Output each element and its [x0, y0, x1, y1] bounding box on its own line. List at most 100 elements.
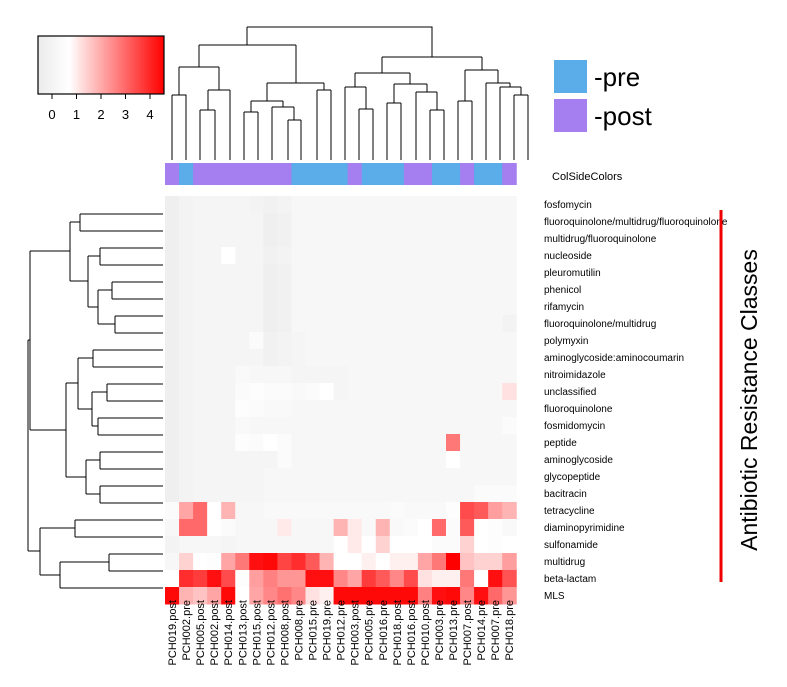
- heatmap-cell: [249, 315, 264, 333]
- heatmap-cell: [446, 315, 461, 333]
- row-label: beta-lactam: [544, 574, 596, 585]
- heatmap-cell: [403, 281, 419, 299]
- row-label: tetracycline: [544, 506, 595, 517]
- heatmap-cell: [193, 332, 208, 350]
- colside-label: ColSideColors: [552, 171, 623, 183]
- heatmap-cell: [389, 298, 405, 316]
- column-label: PCH007.post: [462, 600, 474, 665]
- heatmap-cell: [347, 315, 363, 333]
- heatmap-cell: [235, 502, 250, 520]
- heatmap-cell: [305, 332, 321, 350]
- column-label: PCH019.post: [167, 600, 179, 665]
- heatmap-cell: [291, 366, 306, 384]
- heatmap-cell: [446, 536, 461, 554]
- colside-cell: [291, 163, 306, 185]
- heatmap-cell: [347, 417, 363, 435]
- heatmap-cell: [165, 502, 180, 520]
- heatmap-cell: [319, 366, 335, 384]
- heatmap-cell: [179, 587, 194, 605]
- heatmap-cell: [361, 485, 377, 503]
- colside-cell: [165, 163, 180, 185]
- heatmap-cell: [235, 570, 250, 588]
- heatmap-cell: [207, 315, 222, 333]
- row-label: multidrug/fluoroquinolone: [544, 234, 657, 245]
- heatmap-cell: [446, 332, 461, 350]
- heatmap-cell: [291, 536, 306, 554]
- heatmap-cell: [361, 553, 377, 571]
- heatmap-cell: [179, 247, 194, 265]
- heatmap-cell: [207, 468, 222, 486]
- heatmap-cell: [361, 213, 377, 231]
- heatmap-cell: [305, 400, 321, 418]
- heatmap-cell: [347, 553, 363, 571]
- row-label: rifamycin: [544, 302, 584, 313]
- heatmap-cell: [431, 400, 447, 418]
- heatmap-cell: [305, 519, 321, 537]
- heatmap-cell: [446, 366, 461, 384]
- heatmap-cell: [474, 417, 489, 435]
- heatmap-cell: [333, 553, 349, 571]
- heatmap-cell: [249, 468, 264, 486]
- heatmap-cell: [179, 213, 194, 231]
- heatmap-cell: [361, 196, 377, 214]
- heatmap-cell: [305, 587, 321, 605]
- color-key-tick-label: 3: [122, 107, 129, 122]
- heatmap-cell: [221, 298, 236, 316]
- heatmap-cell: [165, 264, 180, 282]
- side-title: Antibiotic Resistance Classes: [736, 249, 762, 551]
- colside-cell: [221, 163, 236, 185]
- heatmap-cell: [389, 536, 405, 554]
- heatmap-cell: [431, 247, 447, 265]
- heatmap-cell: [305, 553, 321, 571]
- heatmap-cell: [221, 247, 236, 265]
- heatmap-cell: [417, 587, 433, 605]
- heatmap-cell: [446, 213, 461, 231]
- heatmap-cell: [235, 366, 250, 384]
- heatmap-cell: [460, 332, 475, 350]
- heatmap-cell: [221, 485, 236, 503]
- heatmap-cell: [193, 247, 208, 265]
- colside-cell: [488, 163, 503, 185]
- heatmap-cell: [375, 536, 391, 554]
- column-label: PCH019.pre: [322, 600, 334, 661]
- heatmap-cell: [291, 400, 306, 418]
- heatmap-cell: [417, 264, 433, 282]
- heatmap-cell: [263, 400, 278, 418]
- heatmap-cell: [221, 383, 236, 401]
- heatmap-cell: [291, 553, 306, 571]
- heatmap-cell: [361, 230, 377, 248]
- heatmap-cell: [417, 417, 433, 435]
- heatmap-cell: [179, 383, 194, 401]
- heatmap-cell: [319, 417, 335, 435]
- heatmap-cell: [431, 485, 447, 503]
- heatmap-cell: [403, 536, 419, 554]
- heatmap-cell: [446, 383, 461, 401]
- heatmap-cell: [291, 230, 306, 248]
- heatmap-cell: [431, 536, 447, 554]
- row-label: fosfomycin: [544, 200, 592, 211]
- heatmap-cell: [446, 485, 461, 503]
- heatmap-cell: [446, 349, 461, 367]
- row-label: glycopeptide: [544, 472, 601, 483]
- heatmap-cells: [165, 196, 517, 605]
- heatmap-cell: [431, 434, 447, 452]
- heatmap-cell: [291, 264, 306, 282]
- colside-cell: [460, 163, 475, 185]
- heatmap-cell: [361, 468, 377, 486]
- heatmap-cell: [333, 196, 349, 214]
- heatmap-cell: [375, 298, 391, 316]
- heatmap-cell: [291, 196, 306, 214]
- heatmap-cell: [446, 587, 461, 605]
- heatmap-cell: [446, 281, 461, 299]
- heatmap-cell: [221, 536, 236, 554]
- heatmap-cell: [333, 502, 349, 520]
- heatmap-cell: [263, 230, 278, 248]
- heatmap-cell: [179, 570, 194, 588]
- heatmap-cell: [235, 434, 250, 452]
- heatmap-cell: [460, 315, 475, 333]
- heatmap-cell: [263, 196, 278, 214]
- heatmap-cell: [207, 298, 222, 316]
- heatmap-cell: [291, 468, 306, 486]
- column-label: PCH002.pre: [181, 600, 193, 661]
- heatmap-cell: [361, 383, 377, 401]
